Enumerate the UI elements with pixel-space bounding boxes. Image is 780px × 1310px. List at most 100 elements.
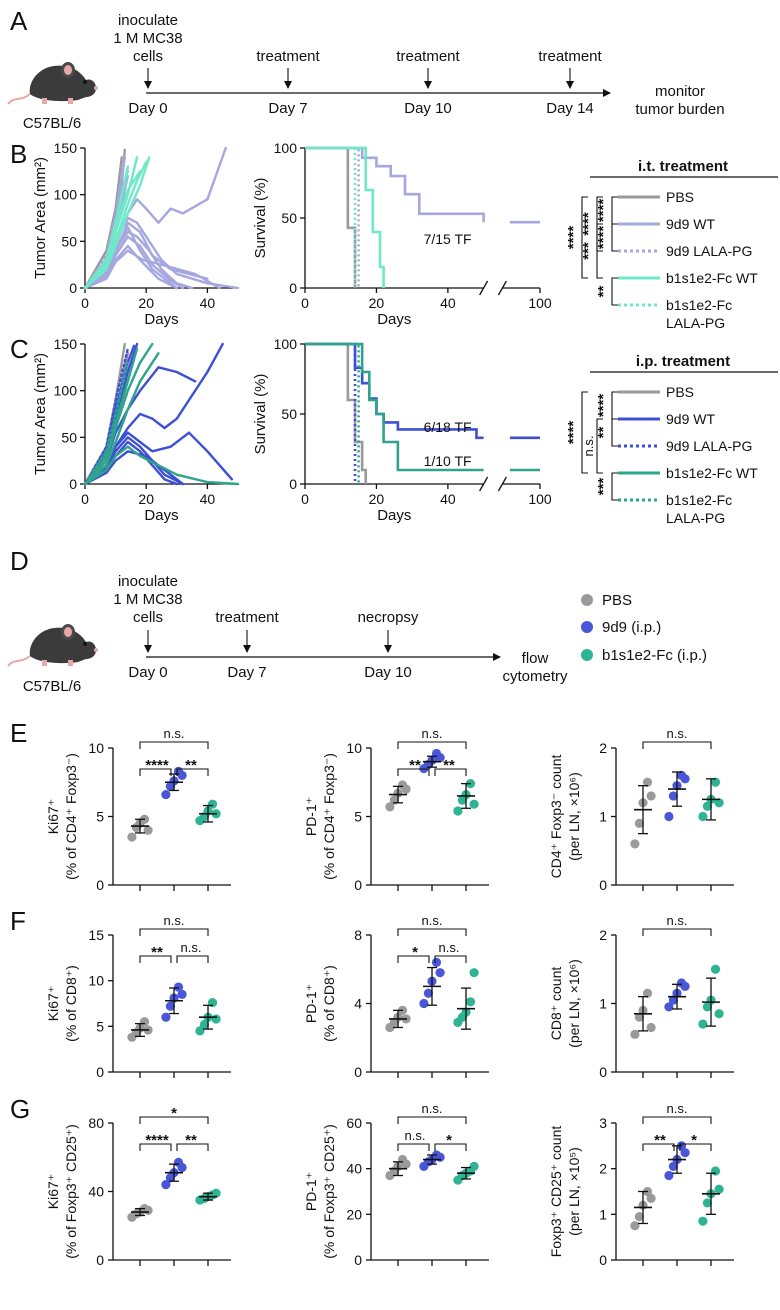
- y-axis-sublabel: (% of Foxp3⁺ CD25⁺): [321, 1124, 337, 1259]
- x-tick-label: 0: [301, 295, 309, 311]
- y-axis-label: Ki67⁺: [45, 799, 61, 834]
- data-point: [435, 1152, 445, 1162]
- data-point: [139, 1017, 150, 1027]
- significance-label: ****: [565, 421, 582, 445]
- panel-label-b: B: [10, 139, 27, 169]
- tumor-curve: [83, 347, 130, 486]
- y-tick-label: 100: [274, 140, 298, 156]
- y-axis-label: Ki67⁺: [45, 1174, 61, 1209]
- chart-f-ki67-cd8: 0 5 10 15 Ki67⁺ (% of CD8⁺) n.s. ** n.s.: [45, 913, 231, 1080]
- data-point: [199, 1019, 209, 1030]
- y-tick-label: 2: [599, 1161, 607, 1177]
- data-point: [630, 839, 640, 849]
- data-point: [431, 957, 442, 968]
- legend-label: b1s1e2-Fc WT: [666, 270, 758, 286]
- data-point: [680, 1148, 690, 1158]
- y-tick-label: 0: [354, 1252, 362, 1268]
- y-axis-label: Tumor Area (mm²): [32, 157, 49, 279]
- tumor-free-annotation: 1/10 TF: [424, 453, 472, 469]
- significance-bracket: [679, 1143, 712, 1151]
- significance-label: ****: [595, 394, 612, 418]
- y-tick-label: 15: [88, 927, 104, 943]
- y-axis-sublabel: (% of CD8⁺): [63, 965, 79, 1042]
- significance-label: n.s.: [581, 436, 596, 457]
- significance-label: n.s.: [667, 913, 688, 928]
- legend-marker: [581, 649, 593, 661]
- data-point: [469, 799, 479, 809]
- tumor-curve: [83, 170, 130, 290]
- significance-label: **: [443, 757, 455, 774]
- inoculate-label-a1: inoculate: [118, 12, 178, 29]
- y-tick-label: 50: [281, 406, 297, 422]
- y-axis-label: PD-1⁺: [303, 984, 319, 1023]
- tumor-curve: [83, 361, 130, 486]
- data-point: [401, 784, 411, 794]
- y-tick-label: 3: [599, 1115, 607, 1131]
- significance-bracket: [611, 472, 618, 501]
- chart-e-cd4-count: 0 1 2 CD4⁺ Foxp3⁻ count (per LN, ×10⁶) n.s.: [548, 726, 734, 893]
- significance-bracket: [139, 741, 209, 749]
- y-axis-sublabel: (per LN, ×10⁶): [566, 772, 582, 861]
- x-tick-label: 20: [138, 295, 154, 311]
- significance-label: n.s.: [667, 726, 688, 741]
- mouse-icon-a: [7, 61, 99, 105]
- significance-bracket: [397, 955, 430, 963]
- data-point: [646, 1193, 656, 1203]
- flow-label-d1: flow: [522, 650, 549, 667]
- significance-label: ****: [595, 226, 612, 250]
- flow-label-d2: cytometry: [502, 668, 568, 685]
- panel-label-a: A: [10, 6, 28, 36]
- significance-label: **: [595, 286, 612, 298]
- day10-label-d: Day 10: [364, 664, 412, 681]
- data-point: [207, 799, 218, 809]
- significance-bracket: [397, 1143, 430, 1151]
- significance-label: n.s.: [422, 726, 443, 741]
- data-point: [465, 997, 476, 1007]
- y-tick-label: 0: [599, 1064, 607, 1080]
- chart-c-survival: 0 50 100 0 20 40 100 Days Survival (%) 6/18 TF 1/1…: [252, 336, 552, 524]
- x-axis-label: Days: [377, 507, 411, 524]
- significance-label: *: [446, 1132, 452, 1149]
- data-point: [177, 1162, 187, 1173]
- significance-label: ****: [580, 212, 597, 236]
- tumor-curve: [83, 160, 148, 290]
- tumor-curve: [83, 450, 185, 486]
- y-tick-label: 0: [289, 280, 297, 296]
- significance-bracket: [397, 928, 467, 936]
- data-point: [702, 1198, 713, 1208]
- data-point: [161, 789, 171, 800]
- data-point: [435, 752, 445, 763]
- y-tick-label: 5: [96, 809, 104, 825]
- data-point: [165, 1001, 175, 1011]
- legend-label: 9d9 WT: [666, 216, 715, 232]
- significance-label: **: [654, 1132, 666, 1149]
- y-axis-sublabel: (% of CD4⁺ Foxp3⁻): [63, 753, 79, 880]
- day7-label-d: Day 7: [227, 664, 266, 681]
- y-tick-label: 50: [281, 210, 297, 226]
- x-tick-label: 20: [138, 491, 154, 507]
- y-tick-label: 5: [96, 1018, 104, 1034]
- significance-label: n.s.: [164, 726, 185, 741]
- data-point: [630, 1029, 640, 1039]
- legend-label: 9d9 LALA-PG: [666, 243, 752, 259]
- data-point: [453, 806, 463, 816]
- x-axis-label: Days: [144, 507, 178, 524]
- significance-label: n.s.: [164, 913, 185, 928]
- significance-bracket: [397, 1116, 467, 1124]
- y-tick-label: 10: [88, 740, 104, 756]
- y-tick-label: 0: [599, 1252, 607, 1268]
- data-point: [714, 1009, 724, 1019]
- monitor-label-a2: tumor burden: [635, 101, 724, 118]
- data-point: [127, 832, 137, 842]
- y-axis-sublabel: (per LN, ×10⁶): [566, 959, 582, 1048]
- y-tick-label: 8: [354, 927, 362, 943]
- axis-break-mark: [497, 476, 507, 492]
- y-tick-label: 50: [61, 429, 77, 445]
- y-tick-label: 0: [354, 877, 362, 893]
- legend-marker: [581, 594, 593, 606]
- significance-bracket: [434, 1143, 467, 1151]
- significance-bracket: [611, 277, 618, 306]
- survival-curve: [305, 342, 368, 484]
